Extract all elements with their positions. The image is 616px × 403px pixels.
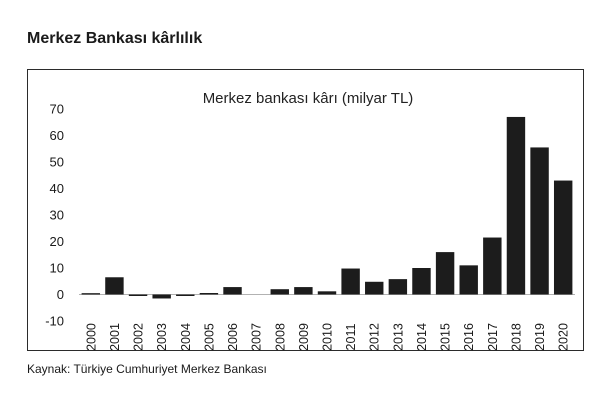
bar-2017 — [483, 237, 502, 295]
x-tick-label: 2016 — [462, 323, 476, 351]
x-tick-label: 2006 — [226, 323, 240, 351]
bar-2000 — [81, 293, 101, 295]
y-tick-label: 20 — [50, 234, 64, 249]
x-tick-label: 2003 — [155, 323, 169, 351]
x-tick-label: 2015 — [439, 323, 453, 351]
bar-2019 — [530, 147, 549, 295]
bar-2011 — [341, 268, 360, 295]
x-tick-label: 2011 — [344, 324, 358, 351]
x-tick-label: 2000 — [84, 323, 98, 351]
source-note: Kaynak: Türkiye Cumhuriyet Merkez Bankas… — [27, 362, 267, 376]
y-tick-label: -10 — [45, 314, 64, 329]
x-tick-label: 2004 — [179, 323, 193, 351]
x-tick-label: 2019 — [533, 323, 547, 351]
bar-2012 — [365, 281, 384, 295]
y-tick-label: 70 — [50, 102, 64, 117]
bar-2001 — [105, 277, 124, 295]
bar-2013 — [388, 279, 408, 295]
x-tick-label: 2005 — [202, 323, 216, 351]
y-tick-label: 40 — [50, 181, 64, 196]
bar-2020 — [553, 180, 573, 295]
y-tick-label: 0 — [57, 287, 64, 302]
y-tick-label: 30 — [50, 208, 64, 223]
bar-2008 — [270, 289, 289, 295]
x-tick-label: 2010 — [321, 323, 335, 351]
x-tick-label: 2001 — [108, 323, 122, 351]
x-tick-label: 2007 — [250, 323, 264, 351]
x-tick-label: 2018 — [509, 323, 523, 351]
x-tick-label: 2012 — [368, 323, 382, 351]
bar-2003 — [152, 294, 171, 299]
chart-frame — [27, 69, 584, 351]
bar-2016 — [459, 265, 478, 295]
x-tick-label: 2020 — [557, 323, 571, 351]
page-title: Merkez Bankası kârlılık — [27, 30, 203, 47]
bar-2014 — [412, 268, 431, 295]
x-tick-label: 2008 — [273, 323, 287, 351]
y-tick-label: 60 — [50, 128, 64, 143]
x-tick-label: 2009 — [297, 323, 311, 351]
x-tick-label: 2002 — [132, 323, 146, 351]
bar-2009 — [294, 287, 313, 295]
bar-2004 — [176, 294, 195, 296]
y-tick-label: 50 — [50, 155, 64, 170]
x-tick-label: 2014 — [415, 323, 429, 351]
bar-2006 — [223, 287, 242, 295]
bar-2015 — [435, 252, 455, 295]
bar-2002 — [128, 294, 148, 296]
chart-title: Merkez bankası kârı (milyar TL) — [202, 90, 414, 107]
y-tick-label: 10 — [50, 261, 64, 276]
bar-2005 — [199, 293, 219, 295]
x-tick-label: 2013 — [391, 323, 405, 351]
bar-2018 — [506, 116, 526, 295]
bar-2010 — [317, 291, 337, 295]
x-tick-label: 2017 — [486, 323, 500, 351]
